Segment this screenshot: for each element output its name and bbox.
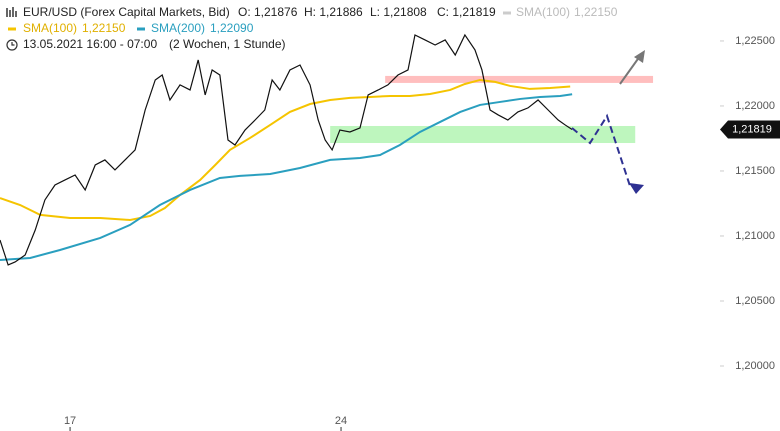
legend-sma200-value: 1,22090: [210, 21, 254, 35]
ohlc-low: L: 1,21808: [370, 5, 427, 19]
legend-sma200: SMA(200): [151, 21, 205, 35]
y-tick-label: 1,20000: [735, 360, 775, 372]
plot: 1,20000 1,20500 1,21000 1,21500 1,22000 1,225…: [0, 33, 780, 431]
x-tick-label: 24: [335, 415, 347, 427]
ohlc-high: H: 1,21886: [304, 5, 363, 19]
legend-sma100-value: 1,22150: [82, 21, 126, 35]
zone: [385, 75, 654, 83]
price-line: [0, 33, 573, 266]
y-tick-label: 1,21000: [735, 230, 775, 242]
legend-sma100: SMA(100): [23, 21, 77, 35]
y-tick-label: 1,22500: [735, 35, 775, 47]
sma-line: [0, 78, 571, 221]
sma-line: [0, 93, 573, 262]
period: (2 Wochen, 1 Stunde): [169, 37, 286, 51]
ohlc-open: O: 1,21876: [238, 5, 298, 19]
y-tick-label: 1,22000: [735, 100, 775, 112]
ghost-sma-value: 1,22150: [574, 5, 618, 19]
x-tick-label: 17: [64, 415, 76, 427]
annotations: [571, 50, 645, 194]
date-range: 13.05.2021 16:00 - 07:00: [23, 37, 157, 51]
y-tick-label: 1,20500: [735, 295, 775, 307]
last-price-label: 1,21819: [732, 123, 772, 135]
header-icons: [6, 7, 511, 51]
zone: [330, 125, 636, 144]
title: EUR/USD (Forex Capital Markets, Bid): [23, 5, 230, 19]
ghost-sma-name: SMA(100): [516, 5, 570, 19]
last-price-tag: [720, 120, 780, 139]
ohlc-close: C: 1,21819: [437, 5, 496, 19]
y-tick-label: 1,21500: [735, 165, 775, 177]
